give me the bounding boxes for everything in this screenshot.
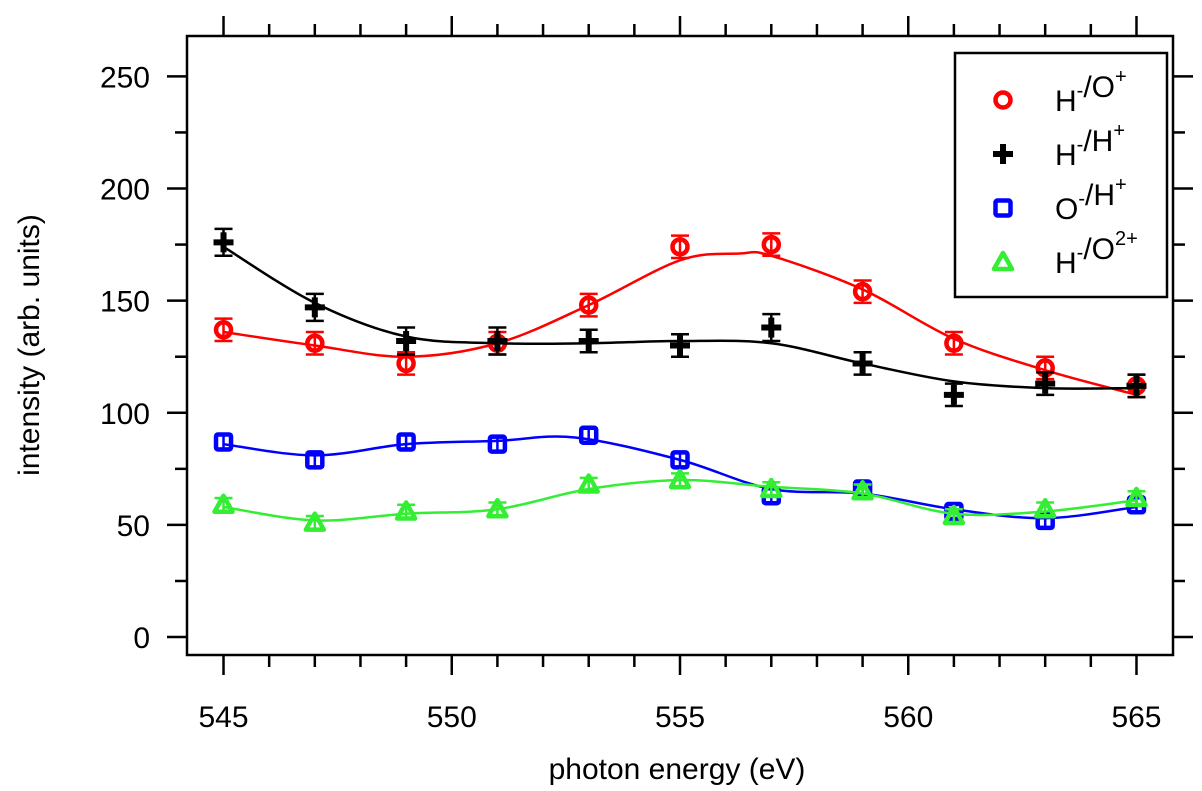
legend-marker [993,144,1013,164]
data-point [761,234,782,255]
data-point [303,511,327,532]
data-point [943,384,964,405]
data-point [487,331,508,352]
legend-label: H-/H+ [1055,120,1125,172]
data-point [578,295,599,315]
data-point [852,281,873,302]
x-axis-title: photon energy (eV) [549,753,806,786]
y-tick-label: 50 [117,510,150,543]
data-point [212,493,235,514]
data-point [213,320,234,340]
data-point [761,317,782,338]
x-tick-label: 555 [655,701,705,734]
data-point [668,468,692,490]
data-point [305,333,325,354]
legend-label: H-/O+ [1055,66,1127,118]
data-point [670,237,690,257]
data-point [760,477,783,499]
series-3 [212,468,1148,532]
data-point [1125,486,1148,508]
legend-box [953,51,1169,299]
y-tick-label: 200 [100,174,150,207]
data-point [396,353,416,374]
data-point [487,434,508,454]
y-axis-title: intensity (arb. units) [13,214,46,476]
data-point [396,331,417,352]
data-point [852,353,873,374]
data-point [1126,375,1147,396]
y-tick-label: 100 [100,398,150,431]
data-point [213,432,234,452]
data-point [670,450,690,470]
data-point [305,450,325,470]
legend-label: O-/H+ [1055,174,1127,226]
legend-label: H-/O2+ [1055,228,1138,280]
data-point [213,232,234,253]
x-tick-label: 545 [198,701,248,734]
x-tick-label: 550 [427,701,477,734]
data-point [944,333,964,354]
legend-marker [991,250,1015,272]
plot-area [212,227,1148,532]
data-point [1035,373,1056,394]
y-tick-label: 0 [133,622,150,655]
data-point [942,504,966,526]
data-point [1033,497,1057,519]
series-1 [213,227,1147,408]
y-tick-label: 150 [100,286,150,319]
data-point [304,297,325,318]
data-point [577,473,600,494]
x-tick-label: 560 [883,701,933,734]
axes: 545 550 555 560 565 0 50 100 150 200 250 [100,16,1193,734]
legend-marker [993,90,1013,110]
data-point [396,432,416,452]
x-tick-label: 565 [1111,701,1161,734]
data-point [578,331,599,352]
y-tick-label: 250 [100,61,150,94]
data-point [851,480,874,501]
data-point [578,425,599,445]
fit-curve [223,250,1137,397]
data-point [394,500,418,521]
legend-marker [993,198,1013,218]
data-point [670,335,690,356]
legend: H-/O+H-/H+O-/H+H-/O2+ [953,51,1169,299]
data-point [486,497,509,519]
